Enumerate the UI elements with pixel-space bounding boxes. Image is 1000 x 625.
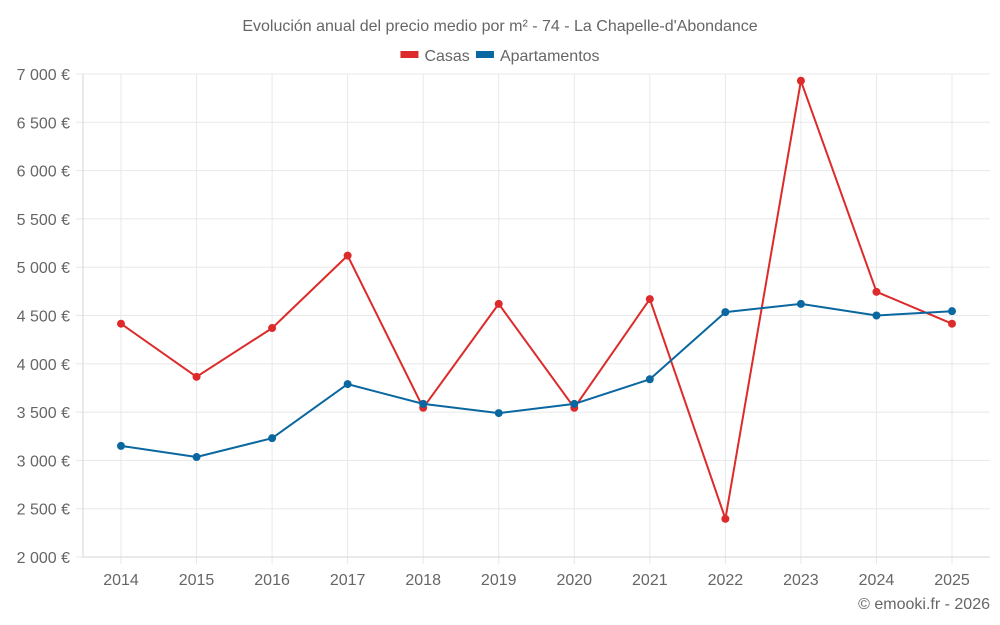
legend: Casas Apartamentos [400, 48, 600, 65]
data-point-apartamentos-2016 [268, 434, 277, 443]
credit-text: © emooki.fr - 2026 [858, 596, 990, 613]
y-tick-label: 4 000 € [17, 357, 70, 374]
data-point-apartamentos-2025 [948, 307, 956, 316]
x-tick-label: 2023 [783, 572, 819, 589]
x-tick-label: 2019 [481, 572, 517, 589]
x-tick-label: 2018 [405, 572, 441, 589]
y-tick-label: 5 500 € [17, 212, 70, 229]
data-point-apartamentos-2022 [721, 308, 730, 317]
legend-swatch-casas [400, 51, 419, 58]
x-tick-label: 2024 [859, 572, 895, 589]
x-tick-label: 2025 [934, 572, 970, 589]
data-point-casas-2023 [796, 76, 805, 85]
data-point-casas-2017 [343, 251, 352, 260]
y-tick-label: 2 500 € [17, 502, 70, 519]
x-axis: 2014 2015 2016 2017 2018 2019 2020 2021 2022 2023… [103, 572, 970, 589]
y-tick-label: 2 000 € [17, 550, 70, 567]
y-tick-label: 6 500 € [17, 115, 70, 132]
y-axis: 2 000 € 2 500 € 3 000 € 3 500 € 4 000 € 4 500… [17, 67, 70, 567]
legend-label-casas: Casas [424, 48, 469, 65]
x-tick-label: 2022 [708, 572, 744, 589]
data-point-casas-2016 [268, 324, 277, 333]
legend-label-apartamentos: Apartamentos [500, 48, 600, 65]
data-point-apartamentos-2017 [343, 380, 352, 389]
data-point-apartamentos-2018 [419, 399, 428, 408]
data-point-casas-2024 [872, 287, 881, 296]
data-point-apartamentos-2014 [117, 441, 125, 450]
series-line-casas [120, 79, 953, 520]
y-tick-label: 6 000 € [17, 164, 70, 181]
data-point-casas-2022 [721, 514, 730, 523]
data-point-apartamentos-2020 [570, 399, 579, 408]
series-casas [117, 76, 956, 523]
y-tick-label: 3 000 € [17, 453, 70, 470]
data-point-casas-2019 [494, 299, 503, 308]
y-tick-label: 7 000 € [17, 67, 70, 84]
y-tick-label: 3 500 € [17, 405, 70, 422]
data-point-apartamentos-2024 [872, 311, 881, 320]
chart-title: Evolución anual del precio medio por m² … [242, 18, 757, 35]
x-tick-label: 2021 [632, 572, 668, 589]
data-point-casas-2025 [948, 319, 956, 328]
legend-swatch-apartamentos [475, 51, 494, 58]
y-tick-label: 5 000 € [17, 260, 70, 277]
data-point-casas-2014 [117, 319, 125, 328]
data-point-apartamentos-2023 [796, 299, 805, 308]
data-point-casas-2021 [645, 295, 654, 304]
series-line-apartamentos [120, 302, 953, 458]
x-tick-label: 2017 [330, 572, 366, 589]
data-point-apartamentos-2015 [192, 453, 201, 462]
data-point-casas-2015 [192, 372, 201, 381]
y-tick-label: 4 500 € [17, 309, 70, 326]
x-tick-label: 2020 [556, 572, 592, 589]
grid [76, 73, 990, 564]
series-apartamentos [117, 299, 956, 462]
x-tick-label: 2016 [254, 572, 290, 589]
series [117, 76, 956, 523]
x-tick-label: 2015 [179, 572, 215, 589]
x-tick-label: 2014 [103, 572, 139, 589]
data-point-apartamentos-2021 [645, 375, 654, 384]
data-point-apartamentos-2019 [494, 409, 503, 418]
